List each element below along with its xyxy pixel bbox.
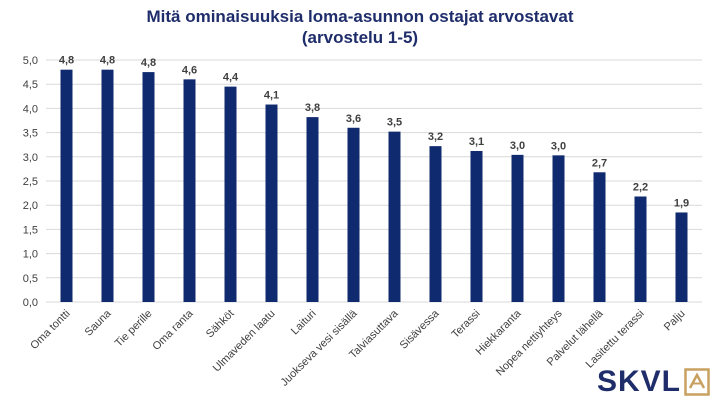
value-labels: 4,8 4,8 4,8 4,6 4,4 4,1 3,8 3,6 3,5 3,2 3,1 3,0 3,0 2… — [59, 55, 689, 210]
y-tick-label: 3,0 — [23, 152, 38, 164]
bar — [593, 172, 606, 302]
x-tick-label: Sähköt — [204, 308, 237, 341]
x-tick-label: Laituri — [289, 308, 319, 338]
bar — [306, 117, 319, 302]
y-tick-label: 0,5 — [23, 273, 38, 285]
bar — [470, 150, 483, 302]
skvl-logo: SKVL — [597, 367, 710, 397]
x-tick-label: Tie perille — [113, 308, 155, 350]
data-label: 3,0 — [510, 140, 525, 152]
data-label: 4,4 — [223, 72, 239, 84]
data-label: 3,1 — [469, 136, 484, 148]
bar — [388, 131, 401, 302]
bar — [552, 155, 565, 302]
bars — [60, 69, 688, 303]
bar — [183, 79, 196, 302]
x-tick-label: Oma tontti — [28, 308, 72, 352]
bar — [511, 154, 524, 302]
y-tick-label: 1,0 — [23, 249, 38, 261]
x-tick-label: Oma ranta — [150, 307, 196, 353]
data-label: 3,0 — [551, 140, 566, 152]
y-tick-label: 3,5 — [23, 128, 38, 140]
y-tick-label: 0,0 — [23, 297, 38, 309]
y-tick-label: 2,0 — [23, 200, 38, 212]
chart-title-line-1: Mitä ominaisuuksia loma-asunnon ostajat … — [146, 7, 574, 26]
y-tick-label: 5,0 — [23, 55, 38, 67]
data-label: 4,1 — [264, 90, 279, 102]
bar — [347, 127, 360, 302]
data-label: 4,8 — [141, 57, 156, 69]
house-a-icon — [684, 368, 710, 396]
y-tick-label: 4,5 — [23, 79, 38, 91]
x-tick-label: Sauna — [83, 307, 115, 339]
data-label: 3,8 — [305, 102, 320, 114]
data-label: 4,8 — [59, 55, 74, 67]
x-tick-label: Sisävessa — [398, 307, 443, 352]
data-label: 4,8 — [100, 55, 115, 67]
bar — [265, 104, 278, 302]
data-label: 3,2 — [428, 131, 443, 143]
x-tick-label: Palju — [662, 308, 688, 334]
data-label: 2,7 — [592, 157, 607, 169]
chart-title-line-2: (arvostelu 1-5) — [301, 28, 419, 47]
bar — [142, 72, 155, 302]
data-label: 4,6 — [182, 64, 197, 76]
y-tick-label: 2,5 — [23, 176, 38, 188]
bar — [634, 196, 647, 302]
bar — [429, 146, 442, 302]
gridlines — [46, 59, 702, 303]
data-label: 2,2 — [633, 181, 648, 193]
data-label: 3,6 — [346, 113, 361, 125]
bar — [60, 69, 73, 303]
data-label: 1,9 — [674, 197, 689, 209]
x-tick-label: Juokseva vesi sisällä — [279, 307, 361, 389]
bar — [675, 212, 688, 302]
y-tick-label: 4,0 — [23, 103, 38, 115]
data-label: 3,5 — [387, 117, 402, 129]
bar — [101, 69, 114, 303]
chart-title: Mitä ominaisuuksia loma-asunnon ostajat … — [0, 6, 720, 48]
logo-text: SKVL — [596, 365, 681, 398]
bar — [224, 86, 237, 303]
y-axis-ticks: 0,0 0,5 1,0 1,5 2,0 2,5 3,0 3,5 4,0 4,5 5,0 — [23, 55, 38, 309]
y-tick-label: 1,5 — [23, 224, 38, 236]
x-tick-label: Terassi — [449, 308, 482, 341]
